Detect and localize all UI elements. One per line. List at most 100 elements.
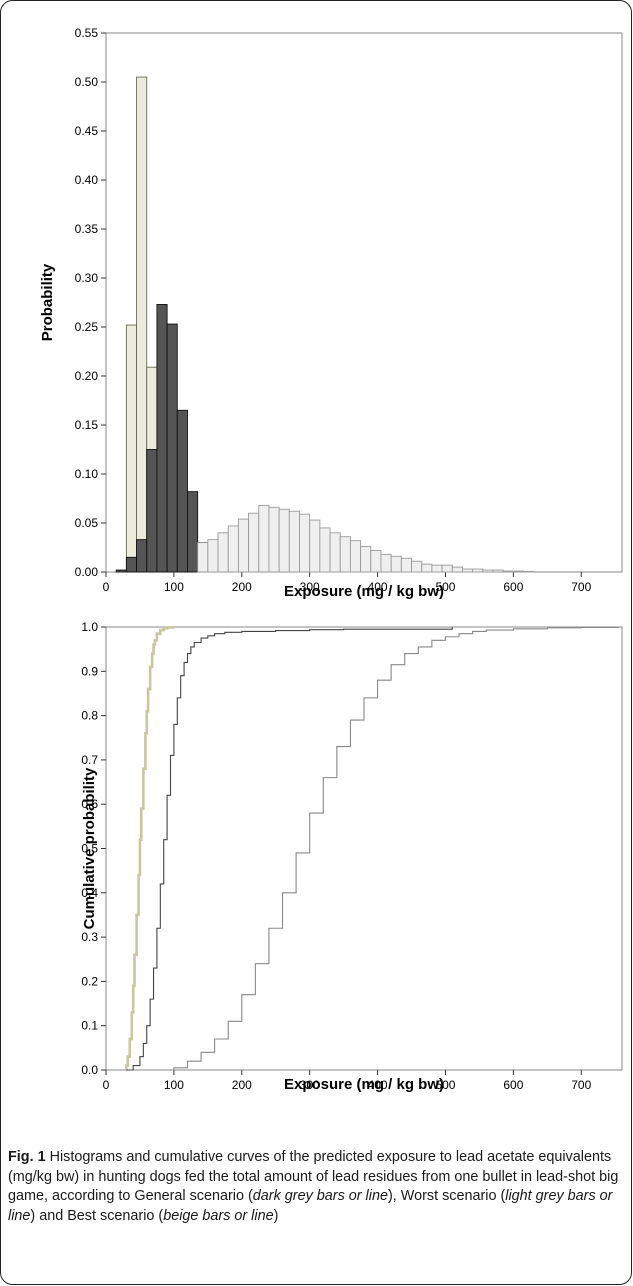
y-tick-label: 0.25 xyxy=(75,320,99,334)
y-tick-label: 0.35 xyxy=(75,222,99,236)
bar-worst xyxy=(319,527,331,573)
x-tick-label: 300 xyxy=(300,1078,320,1092)
y-tick-label: 0.45 xyxy=(75,124,99,138)
bar-general xyxy=(166,323,178,573)
bar-general xyxy=(115,569,127,573)
bar-worst xyxy=(492,569,504,573)
cumulative-chart: 0.0 0.1 0.2 0.3 0.4 0.5 0.6 0.7 0.8 0.9 1.0 0 100 200… xyxy=(81,620,623,1093)
x-tick-label: 700 xyxy=(571,580,591,594)
y-tick-label: 0.40 xyxy=(75,173,99,187)
bar-worst xyxy=(339,536,351,573)
x-tick-label: 200 xyxy=(232,580,252,594)
bar-worst xyxy=(421,563,433,573)
bar-worst xyxy=(360,546,372,573)
y-tick-label: 0.55 xyxy=(75,26,99,40)
x-tick-label: 400 xyxy=(368,580,388,594)
y-tick-label: 0.8 xyxy=(81,709,98,723)
bar-general xyxy=(187,491,199,573)
bar-worst xyxy=(411,560,423,573)
bar-worst xyxy=(349,540,362,573)
bar-worst xyxy=(523,571,535,573)
y-tick-label: 0.20 xyxy=(75,369,99,383)
bar-best xyxy=(125,324,138,573)
bar-worst xyxy=(461,568,474,573)
bar-worst xyxy=(370,549,382,573)
bar-worst xyxy=(248,512,260,573)
y-tick-label: 0.3 xyxy=(81,930,98,944)
bar-worst xyxy=(227,525,239,573)
bar-worst xyxy=(197,542,209,573)
y-tick-label: 0.7 xyxy=(81,753,98,767)
x-tick-label: 600 xyxy=(503,1078,523,1092)
caption-text-1: Histograms and cumulative curves of the … xyxy=(8,1149,619,1204)
y-tick-label: 0.5 xyxy=(81,842,98,856)
y-axis-title: Probability xyxy=(39,263,56,341)
y-tick-label: 0.50 xyxy=(75,75,99,89)
bar-worst xyxy=(482,569,494,573)
bar-worst xyxy=(288,510,300,573)
bar-worst xyxy=(329,532,341,573)
caption-text-2: ), Worst scenario ( xyxy=(387,1188,506,1204)
x-axis-title: Exposure (mg / kg bw) xyxy=(284,1076,444,1093)
curve-worst xyxy=(167,626,620,1071)
x-axis-title: Exposure (mg / kg bw) xyxy=(284,583,444,600)
y-tick-label: 0.15 xyxy=(75,418,99,432)
x-tick-label: 100 xyxy=(164,1078,184,1092)
caption-text-3: ) and Best scenario ( xyxy=(30,1207,164,1224)
bar-worst xyxy=(207,539,219,573)
bar-worst xyxy=(400,557,412,573)
x-tick-label: 500 xyxy=(435,1078,455,1092)
x-tick-label: 0 xyxy=(103,1078,110,1092)
y-tick-label: 0.30 xyxy=(75,271,99,285)
y-tick-label: 0.9 xyxy=(81,664,98,678)
bar-worst xyxy=(512,570,525,573)
bar-worst xyxy=(441,564,453,573)
caption-worst-term: light grey bars or line xyxy=(8,1188,613,1224)
y-tick-label: 0.05 xyxy=(75,516,99,530)
caption-best-term: beige bars or line xyxy=(163,1207,274,1224)
bar-general xyxy=(136,539,148,573)
x-tick-label: 500 xyxy=(435,580,455,594)
histogram-chart: 0.00 0.05 0.10 0.15 0.20 0.25 0.30 0.35 0.40 0.45… xyxy=(39,26,623,600)
x-tick-label: 300 xyxy=(300,580,320,594)
y-tick-label: 0.10 xyxy=(75,467,99,481)
bar-worst xyxy=(380,553,392,573)
caption-general-term: dark grey bars or line xyxy=(252,1188,388,1204)
bar-worst xyxy=(268,506,280,573)
bar-worst xyxy=(472,568,484,573)
y-tick-label: 0.1 xyxy=(81,1019,98,1033)
bar-worst xyxy=(390,555,402,573)
x-tick-label: 0 xyxy=(103,580,110,594)
caption-text-4: ) xyxy=(273,1207,279,1224)
bar-worst xyxy=(431,564,443,573)
bar-worst xyxy=(502,570,514,573)
y-tick-label: 0.0 xyxy=(81,1063,98,1077)
figure-caption: Fig. 1 Histograms and cumulative curves … xyxy=(8,1148,620,1226)
y-tick-label: 0.6 xyxy=(81,797,98,811)
bar-general xyxy=(146,449,158,573)
y-tick-label: 0.2 xyxy=(81,974,98,988)
bar-worst xyxy=(278,508,290,573)
y-tick-label: 0.00 xyxy=(75,565,99,579)
bar-worst xyxy=(258,504,270,573)
y-tick-label: 0.4 xyxy=(81,886,98,900)
bar-general xyxy=(125,556,138,573)
x-tick-label: 400 xyxy=(368,1078,388,1092)
curve-best xyxy=(125,626,176,1072)
x-tick-label: 100 xyxy=(164,580,184,594)
caption-fig-label: Fig. 1 xyxy=(8,1149,46,1165)
bar-general xyxy=(156,304,168,573)
y-axis-title: Cumulative probability xyxy=(81,767,98,929)
bar-worst xyxy=(217,532,229,573)
bar-best xyxy=(136,76,148,573)
bar-worst xyxy=(299,513,311,573)
y-tick-label: 1.0 xyxy=(81,620,98,634)
bar-worst xyxy=(237,518,250,573)
bar-worst xyxy=(309,519,321,573)
plot-frame xyxy=(105,626,623,1071)
curve-general xyxy=(126,627,453,1071)
bar-worst xyxy=(451,566,463,573)
x-tick-label: 600 xyxy=(503,580,523,594)
x-tick-label: 200 xyxy=(232,1078,252,1092)
